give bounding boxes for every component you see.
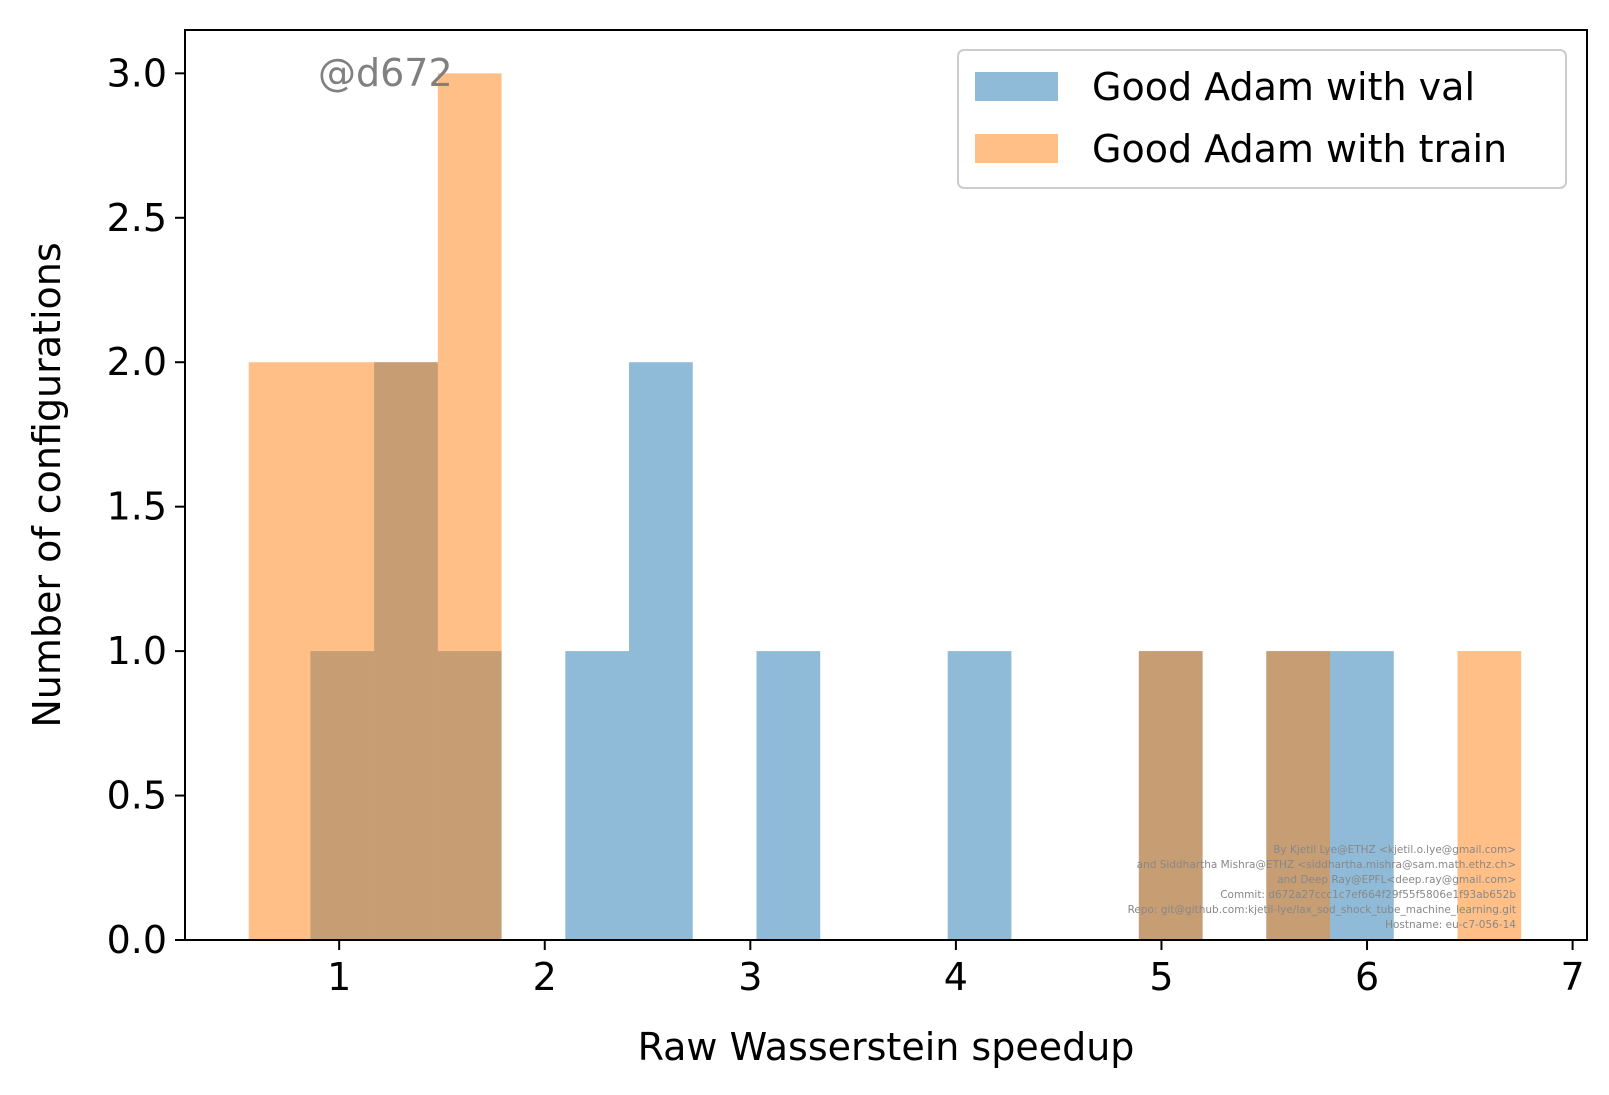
legend-swatch-train	[975, 134, 1058, 163]
histogram-bar-val-3	[565, 651, 630, 940]
legend-swatch-val	[975, 72, 1058, 101]
histogram-bar-train-1	[374, 362, 438, 940]
histogram-bar-train-4	[1266, 651, 1331, 940]
y-tick-label: 1.0	[107, 629, 167, 673]
legend-label-val: Good Adam with val	[1092, 65, 1475, 109]
y-tick-label: 2.5	[107, 196, 167, 240]
legend: Good Adam with val Good Adam with train	[957, 49, 1567, 189]
x-axis-ticks: 1 2 3 4 5 6 7	[327, 940, 1585, 999]
credit-line: Repo: git@github.com:kjetil-lye/lax_sod_…	[1128, 904, 1516, 916]
credit-line: By Kjetil Lye@ETHZ <kjetil.o.lye@gmail.c…	[1273, 844, 1516, 856]
legend-box	[957, 49, 1567, 189]
x-axis-label: Raw Wasserstein speedup	[638, 1025, 1135, 1069]
watermark-text: @d672	[318, 51, 453, 95]
credit-line: Commit: d672a27ccc1c7ef664f29f55f5806e1f…	[1220, 889, 1516, 901]
y-axis-ticks: 0.0 0.5 1.0 1.5 2.0 2.5 3.0	[107, 51, 185, 962]
bars-layer	[248, 73, 1522, 941]
y-tick-label: 3.0	[107, 51, 167, 95]
histogram-bar-train-5	[1457, 651, 1522, 940]
plot-frame	[184, 29, 1588, 941]
x-tick-label: 5	[1149, 955, 1173, 999]
histogram-bar-val-9	[1330, 651, 1394, 940]
credit-line: Hostname: eu-c7-056-14	[1385, 919, 1516, 931]
y-axis-label: Number of configurations	[25, 242, 69, 727]
histogram-bar-val-5	[756, 651, 821, 940]
credit-line: and Deep Ray@EPFL<deep.ray@gmail.com>	[1277, 874, 1516, 886]
histogram-bar-train-2	[437, 73, 502, 941]
credits-block: By Kjetil Lye@ETHZ <kjetil.o.lye@gmail.c…	[1128, 844, 1517, 931]
x-tick-label: 6	[1355, 955, 1379, 999]
y-tick-label: 2.0	[107, 340, 167, 384]
y-tick-label: 1.5	[107, 485, 167, 529]
x-tick-label: 4	[944, 955, 968, 999]
histogram-bar-val-6	[947, 651, 1012, 940]
histogram-bar-train-0	[248, 362, 375, 940]
x-tick-label: 2	[533, 955, 557, 999]
credit-line: and Siddhartha Mishra@ETHZ <siddhartha.m…	[1137, 859, 1516, 871]
y-tick-label: 0.5	[107, 774, 167, 818]
x-tick-label: 7	[1561, 955, 1585, 999]
legend-label-train: Good Adam with train	[1092, 127, 1507, 171]
y-tick-label: 0.0	[107, 918, 167, 962]
histogram-bar-train-3	[1138, 651, 1203, 940]
x-tick-label: 1	[327, 955, 351, 999]
x-tick-label: 3	[738, 955, 762, 999]
histogram-bar-val-4	[629, 362, 693, 940]
